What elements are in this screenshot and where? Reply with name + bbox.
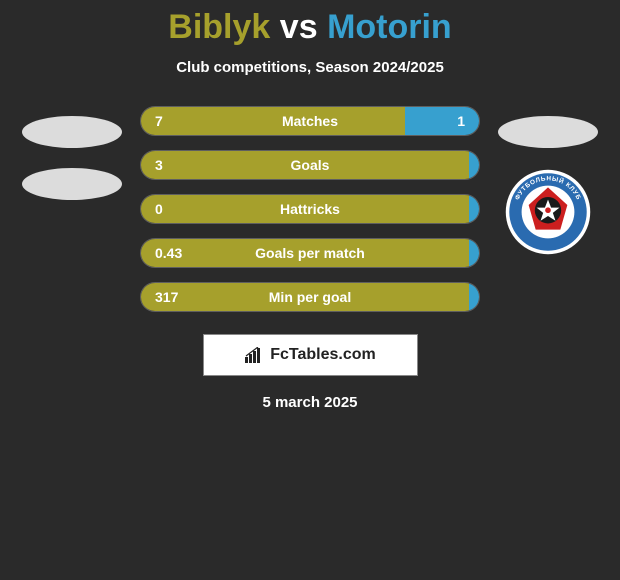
left-badges: [22, 106, 122, 200]
title-player2: Motorin: [327, 8, 452, 46]
stat-bar: 7Matches1: [140, 106, 480, 136]
stat-left-seg: [141, 151, 469, 179]
club-logo-icon: ФУТБОЛЬНЫЙ КЛУБ «КАМАЗ»: [504, 168, 592, 256]
stat-right-seg: [469, 283, 479, 311]
badge-placeholder: [22, 116, 122, 148]
subtitle: Club competitions, Season 2024/2025: [0, 59, 620, 76]
stat-bar: 3Goals: [140, 150, 480, 180]
date: 5 march 2025: [262, 394, 357, 411]
title-player1: Biblyk: [168, 8, 270, 46]
badge-placeholder: [22, 168, 122, 200]
main-row: 7Matches1 3Goals 0Hattricks 0.43Goals per m…: [0, 106, 620, 312]
comparison-widget: Biblyk vs Motorin Club competitions, Sea…: [0, 0, 620, 580]
stat-right-seg: [469, 239, 479, 267]
stat-bar: 317Min per goal: [140, 282, 480, 312]
footer: FcTables.com 5 march 2025: [0, 334, 620, 411]
right-badges: ФУТБОЛЬНЫЙ КЛУБ «КАМАЗ»: [498, 106, 598, 256]
stat-bar: 0.43Goals per match: [140, 238, 480, 268]
stat-right-seg: [405, 107, 479, 135]
stat-left-seg: [141, 195, 469, 223]
stat-right-seg: [469, 151, 479, 179]
stat-left-seg: [141, 239, 469, 267]
stat-bar: 0Hattricks: [140, 194, 480, 224]
stat-right-seg: [469, 195, 479, 223]
stats-list: 7Matches1 3Goals 0Hattricks 0.43Goals per m…: [140, 106, 480, 312]
stat-left-seg: [141, 283, 469, 311]
stat-left-seg: [141, 107, 405, 135]
title-vs: vs: [280, 8, 318, 46]
brand-text: FcTables.com: [270, 346, 376, 364]
badge-placeholder: [498, 116, 598, 148]
brand-box[interactable]: FcTables.com: [203, 334, 418, 376]
chart-icon: [244, 347, 264, 363]
page-title: Biblyk vs Motorin: [0, 8, 620, 47]
